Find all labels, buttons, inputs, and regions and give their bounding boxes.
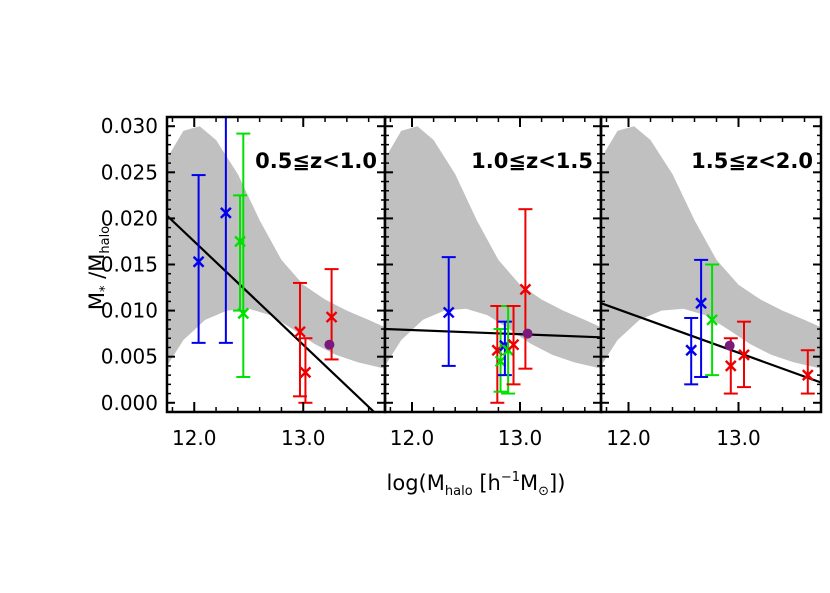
x-axis-title-mid2: M — [520, 471, 538, 495]
x-axis-title-sub2: ⊙ — [538, 484, 549, 499]
cross-marker-b — [325, 311, 338, 323]
panel-2-point-6 — [506, 304, 521, 386]
panel-2-point-1 — [441, 256, 456, 367]
panel-1-point-2 — [218, 117, 233, 344]
panel-2-point-7 — [518, 208, 533, 370]
x-axis-title-mid: [h — [473, 471, 501, 495]
cross-marker-b — [519, 283, 532, 296]
panel-2-plot-area — [385, 126, 601, 404]
x-tick-label: 12.0 — [390, 426, 435, 450]
cross-marker-b — [695, 297, 707, 310]
cross-marker-b — [299, 366, 312, 379]
panel-3-point-2 — [694, 258, 709, 378]
panel-1-title: 0.5≦z<1.0 — [255, 149, 377, 173]
panel-3-title: 1.5≦z<2.0 — [691, 149, 813, 173]
y-axis-title-main: M — [85, 292, 109, 310]
panel-3-band — [601, 126, 821, 369]
y-tick-label: 0.025 — [101, 160, 158, 184]
y-axis-title-sub2: halo — [98, 226, 113, 254]
x-tick-label: 13.0 — [281, 426, 326, 450]
panel-2: 12.0 13.0 1.0≦z<1.5 — [383, 115, 603, 450]
y-axis-title-mid: /M — [85, 254, 109, 286]
x-tick-label: 12.0 — [606, 426, 651, 450]
cross-marker-b — [738, 348, 750, 361]
panel-2-title: 1.0≦z<1.5 — [471, 149, 593, 173]
x-tick-label: 13.0 — [498, 426, 543, 450]
panel-1-fit-line — [167, 214, 375, 412]
cross-marker-b — [442, 306, 455, 319]
cross-marker-b — [220, 207, 232, 219]
panel-3-fit-line — [601, 302, 821, 384]
panel-1-point-6 — [298, 337, 313, 404]
panel-1-plot-area — [167, 117, 385, 412]
cross-marker-b — [706, 313, 718, 326]
cross-marker-b — [294, 325, 306, 338]
panel-1-point-4 — [236, 132, 251, 378]
panel-2-fit-line — [385, 327, 601, 339]
panel-3: 12.0 13.0 1.5≦z<2.0 — [599, 115, 823, 450]
panel-3-point-6 — [800, 349, 815, 395]
x-axis-title-prefix: log(M — [387, 471, 445, 495]
y-axis-title: M* /Mhalo — [85, 226, 113, 310]
cross-marker-b — [237, 307, 250, 320]
cross-marker-b — [192, 255, 205, 268]
panel-3-point-1 — [684, 316, 699, 386]
cross-marker-b — [685, 344, 698, 357]
panel-2-marker — [522, 328, 533, 339]
y-tick-label: 0.030 — [101, 114, 158, 138]
y-tick-label: 0.005 — [101, 345, 158, 369]
panel-3-marker — [724, 340, 735, 351]
y-tick-label: 0.010 — [101, 299, 158, 323]
cross-marker-b — [724, 360, 737, 372]
y-tick-label: 0.015 — [101, 253, 158, 277]
x-tick-label: 13.0 — [716, 426, 761, 450]
y-tick-label: 0.020 — [101, 206, 158, 230]
panel-1-point-1 — [191, 174, 206, 344]
y-tick-label: 0.000 — [101, 391, 158, 415]
panel-3-point-5 — [737, 320, 751, 389]
x-axis-title-suffix: ]) — [549, 471, 565, 495]
x-axis-title-sup: −1 — [501, 470, 520, 485]
x-axis-title-sub: halo — [445, 484, 473, 499]
panels-layer: 12.0 13.0 0.5≦z<1.0 12.0 13.0 1.0≦z<1.5 12.0 13… — [101, 114, 823, 450]
cross-marker-b — [507, 338, 520, 351]
panel-1-band — [167, 126, 385, 369]
panel-2-band — [385, 126, 601, 369]
panel-1: 12.0 13.0 0.5≦z<1.0 — [165, 115, 387, 450]
panel-3-point-3 — [705, 263, 720, 377]
x-tick-label: 12.0 — [172, 426, 217, 450]
x-axis-title: log(Mhalo [h−1M⊙]) — [387, 470, 566, 499]
y-axis-title-sub1: * — [98, 285, 113, 292]
cross-marker-b — [801, 369, 814, 381]
panel-1-marker — [324, 339, 335, 350]
panel-3-plot-area — [601, 126, 821, 395]
